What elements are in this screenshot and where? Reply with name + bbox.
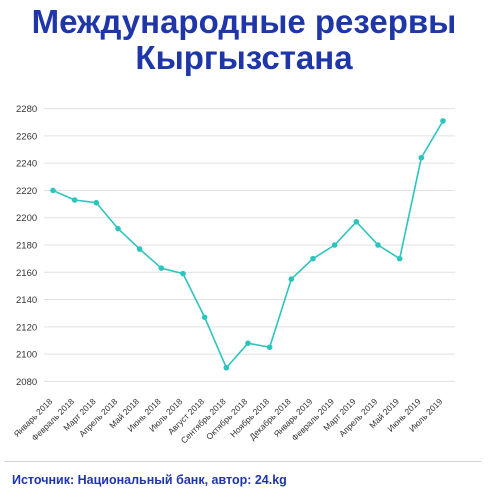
data-point: [223, 364, 230, 371]
data-point: [71, 197, 78, 203]
chart-area: 2080 2100 2120 2140 2160 2180 2200 2220 2240 2260…: [0, 95, 488, 455]
data-point: [396, 255, 403, 262]
title-line-2: Кыргызстана: [135, 39, 353, 76]
data-point: [310, 255, 316, 262]
divider: [4, 461, 482, 462]
y-tick-label: 2140: [16, 295, 37, 306]
line-chart: 2080 2100 2120 2140 2160 2180 2200 2220 2240 2260…: [12, 104, 455, 445]
y-tick-label: 2260: [16, 131, 37, 142]
y-tick-label: 2200: [16, 213, 37, 224]
data-point: [331, 242, 338, 248]
y-tick-label: 2280: [16, 104, 37, 115]
data-point: [266, 344, 273, 351]
data-point: [180, 270, 186, 277]
data-point: [288, 276, 295, 282]
source-note: Источник: Национальный банк, автор: 24.k…: [12, 473, 287, 487]
y-tick-label: 2100: [16, 350, 37, 361]
y-tick-label: 2080: [16, 377, 37, 388]
y-tick-label: 2180: [16, 241, 37, 252]
data-point: [158, 265, 165, 271]
data-point: [93, 199, 100, 206]
y-tick-label: 2160: [16, 268, 37, 279]
data-point: [115, 225, 121, 232]
y-tick-label: 2120: [16, 322, 37, 333]
data-point: [418, 154, 425, 161]
data-point: [245, 340, 251, 346]
y-tick-label: 2240: [16, 159, 37, 170]
title-line-1: Международные резервы: [31, 3, 457, 40]
series-line: [52, 120, 444, 369]
data-point: [136, 246, 143, 252]
data-point: [50, 187, 56, 194]
chart-title: Международные резервы Кыргызстана: [0, 4, 488, 76]
data-point: [375, 242, 381, 248]
y-tick-label: 2220: [16, 186, 37, 197]
data-point: [201, 314, 208, 321]
data-point: [440, 118, 446, 124]
data-point: [353, 219, 360, 225]
